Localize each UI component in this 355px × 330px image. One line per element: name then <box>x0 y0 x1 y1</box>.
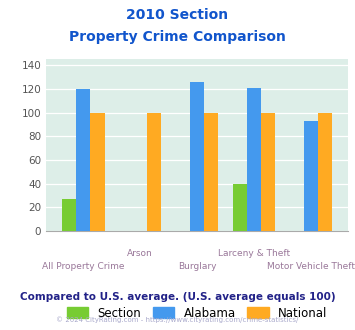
Text: All Property Crime: All Property Crime <box>42 262 124 271</box>
Text: Motor Vehicle Theft: Motor Vehicle Theft <box>267 262 355 271</box>
Bar <box>76 89 90 231</box>
Bar <box>304 121 318 231</box>
Text: Arson: Arson <box>127 249 153 258</box>
Bar <box>318 113 332 231</box>
Bar <box>147 113 162 231</box>
Bar <box>204 113 218 231</box>
Text: Burglary: Burglary <box>178 262 216 271</box>
Text: Property Crime Comparison: Property Crime Comparison <box>69 30 286 44</box>
Bar <box>261 113 275 231</box>
Text: 2010 Section: 2010 Section <box>126 8 229 22</box>
Legend: Section, Alabama, National: Section, Alabama, National <box>62 302 332 325</box>
Text: Larceny & Theft: Larceny & Theft <box>218 249 290 258</box>
Text: © 2024 CityRating.com - https://www.cityrating.com/crime-statistics/: © 2024 CityRating.com - https://www.city… <box>56 317 299 323</box>
Bar <box>62 199 76 231</box>
Bar <box>233 184 247 231</box>
Bar <box>247 88 261 231</box>
Bar <box>190 82 204 231</box>
Bar <box>90 113 104 231</box>
Text: Compared to U.S. average. (U.S. average equals 100): Compared to U.S. average. (U.S. average … <box>20 292 335 302</box>
